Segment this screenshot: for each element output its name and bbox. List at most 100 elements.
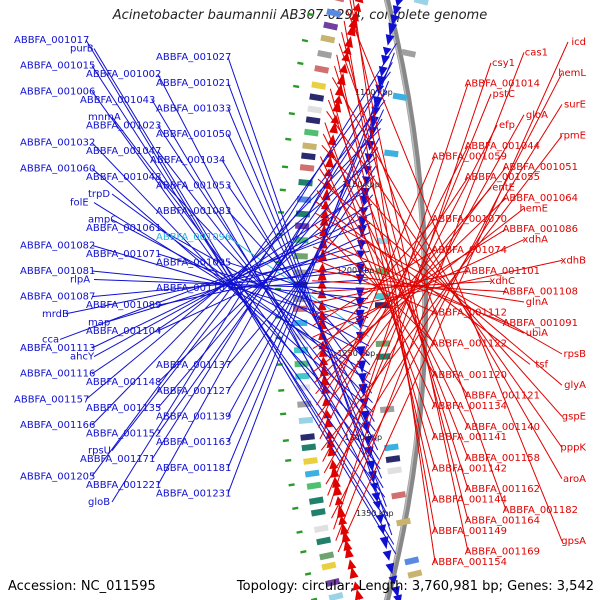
leader-line — [111, 116, 381, 470]
right-gene-label: ABBFA_001044 — [465, 141, 540, 152]
cog-block — [321, 561, 337, 571]
forward-gene-arrow — [319, 356, 329, 366]
left-gene-label: ABBFA_001060 — [20, 163, 95, 174]
forward-gene-arrow — [337, 503, 346, 518]
leader-line — [312, 269, 525, 303]
leader-line — [318, 156, 436, 428]
left-gene-label: ampC — [88, 215, 117, 226]
gc-tick — [282, 439, 289, 443]
left-gene-label: ABBFA_001082 — [20, 240, 95, 251]
forward-gene-arrow — [341, 52, 351, 62]
topology-text: Topology: circular; Length: 3,760,981 bp… — [236, 579, 594, 594]
cog-block — [300, 433, 315, 441]
forward-gene-arrow — [344, 35, 353, 48]
right-gene-label: gloA — [526, 110, 548, 121]
right-gene-label: cas1 — [525, 47, 548, 58]
left-gene-label: purB — [70, 44, 94, 55]
left-gene-label: ABBFA_001071 — [86, 249, 161, 260]
leader-line — [313, 223, 436, 344]
left-gene-label: ABBFA_001135 — [86, 403, 161, 414]
leader-line — [313, 208, 525, 372]
right-gene-label: ABBFA_001140 — [465, 422, 540, 433]
cog-block — [326, 8, 342, 18]
right-gene-label: ABBFA_001158 — [465, 453, 540, 464]
right-gene-label: ABBFA_001070 — [432, 214, 507, 225]
backbone-arc — [383, 0, 429, 600]
left-gene-label: ABBFA_001043 — [80, 95, 155, 106]
right-gene-label: gpsA — [561, 536, 586, 547]
gc-tick — [288, 111, 295, 116]
leader-line — [319, 145, 469, 440]
forward-gene-arrow — [317, 279, 327, 289]
leader-line — [227, 137, 380, 417]
left-gene-label: ABBFA_001113 — [20, 343, 95, 354]
right-gene-label: ABBFA_001086 — [503, 224, 578, 235]
left-gene-label: ABBFA_001139 — [156, 411, 231, 422]
leader-line — [91, 71, 391, 477]
right-gene-label: tsf — [535, 359, 548, 370]
reverse-gene-arrow — [382, 46, 392, 56]
leader-line — [91, 65, 391, 526]
left-gene-label: ABBFA_001171 — [80, 454, 155, 465]
leader-line — [313, 218, 436, 361]
right-gene-label: xdhC — [489, 276, 515, 287]
forward-gene-arrow — [320, 373, 330, 386]
right-gene-label: ABBFA_001164 — [465, 515, 540, 526]
forward-gene-arrow — [338, 63, 348, 74]
right-gene-label: gspE — [562, 411, 586, 422]
gc-tick — [304, 572, 312, 576]
left-gene-label: ABBFA_001023 — [86, 121, 161, 132]
cog-block — [384, 443, 399, 452]
left-gene-label: ABBFA_001095 — [156, 257, 231, 268]
left-gene-label: ABBFA_001096 — [156, 232, 231, 243]
left-gene-label: ABBFA_001061 — [86, 223, 161, 234]
right-gene-label: glnA — [526, 297, 548, 308]
leader-line — [321, 144, 563, 417]
reverse-gene-arrow — [355, 309, 365, 324]
leader-line — [313, 235, 525, 334]
gc-tick — [296, 530, 303, 534]
reverse-gene-arrow — [388, 575, 398, 585]
leader-line — [331, 72, 563, 519]
left-gene-label: ABBFA_001163 — [156, 437, 231, 448]
cog-block — [384, 149, 399, 158]
forward-gene-arrow — [317, 299, 327, 311]
leader-line — [336, 54, 436, 500]
leader-line — [312, 280, 507, 293]
leader-line — [314, 197, 507, 383]
forward-gene-arrow — [336, 72, 346, 86]
leader-line — [227, 109, 385, 443]
cog-block — [376, 353, 391, 360]
right-gene-label: ABBFA_001108 — [503, 287, 578, 298]
left-gene-label: ABBFA_001166 — [20, 420, 95, 431]
right-gene-label: ABBFA_001121 — [465, 391, 540, 402]
forward-gene-arrow — [352, 581, 362, 591]
right-gene-label: entE — [492, 183, 515, 194]
leader-line — [318, 167, 469, 396]
cog-block — [303, 457, 318, 465]
cog-block — [293, 305, 308, 312]
cog-block — [392, 92, 408, 101]
cog-block — [323, 21, 339, 31]
left-gene-label: trpD — [88, 189, 110, 200]
left-gene-label: ABBFA_001015 — [20, 61, 95, 72]
cog-block — [387, 466, 402, 475]
left-gene-label: ABBFA_001048 — [86, 172, 161, 183]
reverse-gene-arrow — [369, 115, 379, 130]
right-gene-label: ABBFA_001122 — [432, 339, 507, 350]
cog-block — [385, 455, 401, 464]
leader-line — [93, 202, 371, 375]
leader-line — [85, 156, 378, 400]
left-gene-label: ABBFA_001081 — [20, 266, 95, 277]
left-gene-label: map — [88, 317, 110, 328]
right-gene-label: ubiA — [526, 328, 548, 339]
reverse-gene-arrow — [356, 346, 366, 358]
leader-line — [316, 190, 436, 376]
reverse-gene-arrow — [385, 562, 395, 575]
forward-gene-arrow — [343, 539, 353, 551]
reverse-gene-arrow — [373, 96, 383, 110]
cog-block — [320, 34, 336, 44]
cog-block — [313, 524, 329, 533]
left-gene-label: mrdB — [42, 309, 69, 320]
cog-block — [391, 491, 406, 500]
